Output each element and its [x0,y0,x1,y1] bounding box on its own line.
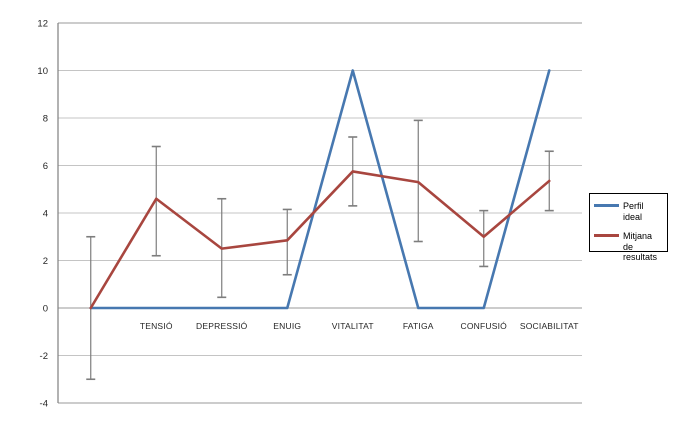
legend-label: Perfil ideal [623,201,644,222]
category-label: FATIGA [403,321,434,331]
legend-line-sample-red [594,234,619,237]
y-tick-label: 10 [37,66,48,77]
y-tick-label: 4 [43,209,48,220]
series-line-mitjana-de-resultats [89,170,551,310]
y-tick-label: -2 [40,351,48,362]
legend-item-mitjana: Mitjana de resultats [594,231,663,263]
y-tick-label: 12 [37,19,48,30]
error-bars [86,119,554,381]
legend-label: Mitjana de resultats [623,231,658,262]
y-tick-label: -4 [40,399,48,410]
category-label: CONFUSIÓ [461,321,508,331]
y-tick-label: 0 [43,304,48,315]
y-axis-labels: -4 -2 0 2 4 6 8 10 12 [37,19,48,410]
y-tick-label: 2 [43,256,48,267]
category-label: VITALITAT [332,321,374,331]
legend: Perfil ideal Mitjana de resultats [589,193,668,262]
gridlines [58,22,582,404]
y-tick-label: 6 [43,161,48,172]
category-label: DEPRESSIÓ [196,321,248,331]
x-axis-labels: TENSIÓ DEPRESSIÓ ENUIG VITALITAT FATIGA CONFU… [140,321,579,331]
category-label: TENSIÓ [140,321,173,331]
category-label: ENUIG [273,321,301,331]
legend-item-perfil-ideal: Perfil ideal [594,201,663,222]
legend-line-sample-blue [594,204,619,207]
series-line-perfil-ideal [89,69,551,310]
category-label: SOCIABILITAT [520,321,579,331]
y-tick-label: 8 [43,114,48,125]
